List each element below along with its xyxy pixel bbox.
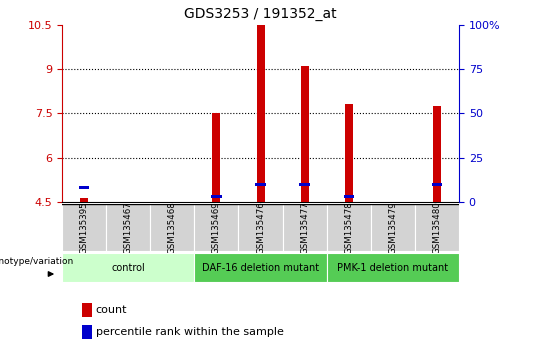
Text: PMK-1 deletion mutant: PMK-1 deletion mutant: [338, 263, 448, 273]
Bar: [343, 195, 354, 198]
Bar: [150, 204, 194, 251]
Bar: [415, 204, 459, 251]
Bar: [432, 183, 442, 185]
Bar: [82, 303, 92, 317]
Text: percentile rank within the sample: percentile rank within the sample: [96, 327, 284, 337]
Bar: [282, 204, 327, 251]
Text: genotype/variation: genotype/variation: [0, 257, 74, 266]
Text: GSM135476: GSM135476: [256, 201, 265, 254]
Bar: [82, 325, 92, 339]
Bar: [371, 204, 415, 251]
Title: GDS3253 / 191352_at: GDS3253 / 191352_at: [184, 7, 337, 21]
Bar: [327, 204, 371, 251]
Text: GSM135467: GSM135467: [124, 201, 133, 254]
Bar: [194, 253, 327, 282]
Text: GSM135479: GSM135479: [388, 201, 397, 254]
Bar: [194, 204, 239, 251]
Text: GSM135395: GSM135395: [80, 201, 89, 254]
Text: DAF-16 deletion mutant: DAF-16 deletion mutant: [202, 263, 319, 273]
Bar: [212, 113, 220, 202]
Bar: [300, 183, 310, 185]
Bar: [301, 66, 309, 202]
Bar: [62, 204, 106, 251]
Text: GSM135477: GSM135477: [300, 201, 309, 254]
Bar: [79, 186, 89, 189]
Bar: [327, 253, 459, 282]
Text: count: count: [96, 305, 127, 315]
Text: control: control: [111, 263, 145, 273]
Bar: [256, 25, 265, 202]
Bar: [211, 195, 221, 198]
Bar: [433, 106, 441, 202]
Bar: [62, 253, 194, 282]
Text: GSM135469: GSM135469: [212, 201, 221, 254]
Text: GSM135468: GSM135468: [168, 201, 177, 254]
Text: GSM135478: GSM135478: [345, 201, 353, 254]
Bar: [106, 204, 150, 251]
Bar: [80, 198, 88, 202]
Bar: [255, 183, 266, 185]
Text: GSM135480: GSM135480: [433, 201, 441, 254]
Bar: [345, 104, 353, 202]
Bar: [239, 204, 282, 251]
